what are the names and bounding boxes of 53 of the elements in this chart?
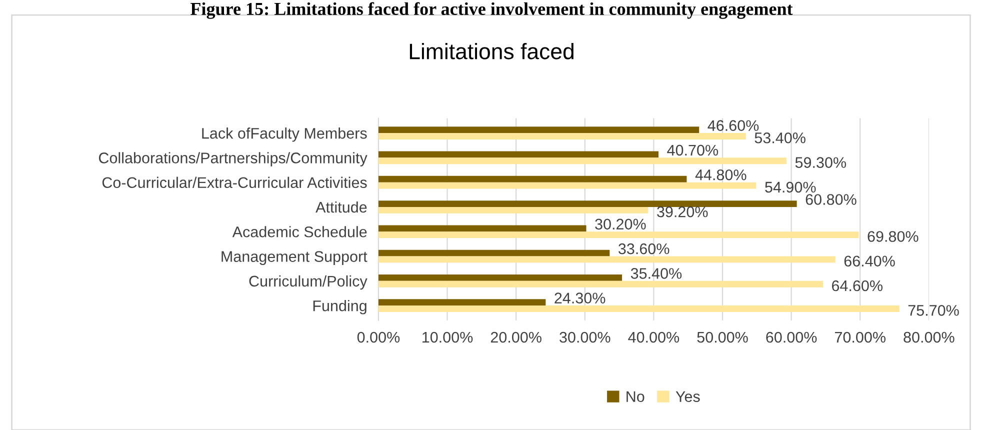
data-label: 40.70% [667, 144, 718, 156]
data-label: 54.90% [765, 182, 816, 193]
bar [378, 280, 823, 288]
legend-label: Yes [676, 391, 700, 402]
bar [378, 151, 659, 158]
y-tick-label: Curriculum/Policy [249, 275, 368, 290]
data-label: 53.40% [754, 132, 806, 144]
x-tick-label: 30.00% [560, 332, 610, 343]
y-tick-label: Lack ofFaculty Members [202, 128, 367, 142]
y-tick-label: Attitude [316, 201, 367, 213]
bar [378, 250, 610, 256]
data-label: 30.20% [595, 218, 646, 230]
bar [378, 206, 648, 214]
bar [378, 306, 900, 312]
data-label: 75.70% [908, 305, 959, 316]
caption: Figure 15: Limitations faced for active involvement in community engagement [190, 2, 793, 19]
data-label: 39.20% [657, 206, 708, 218]
data-label: 66.40% [844, 256, 895, 267]
bar [378, 133, 746, 140]
x-tick-label: 10.00% [422, 332, 473, 343]
bar [378, 182, 756, 189]
chart-title: Limitations faced [410, 43, 574, 60]
bar [378, 299, 546, 306]
x-tick-label: 0.00% [357, 332, 400, 343]
data-label: 44.80% [695, 169, 746, 180]
data-label: 64.60% [832, 280, 882, 292]
y-tick-label: Academic Schedule [232, 226, 367, 238]
data-label: 59.30% [795, 157, 846, 168]
bar [378, 274, 622, 281]
data-label: 35.40% [630, 268, 682, 279]
y-tick-label: Management Support [222, 251, 368, 265]
x-tick-label: 80.00% [904, 332, 954, 343]
y-tick-label: Co-Curricular/Extra-Curricular Activities [102, 176, 367, 188]
x-tick-label: 20.00% [490, 332, 542, 343]
data-label: 33.60% [618, 243, 670, 254]
y-tick-label: Collaborations/Partnerships/Community [98, 152, 368, 166]
bar [378, 232, 859, 238]
bar [378, 225, 586, 232]
data-label: 60.80% [806, 194, 856, 205]
bar [378, 176, 687, 182]
legend-label: No [626, 391, 644, 402]
x-tick-label: 60.00% [766, 332, 817, 343]
bar [378, 158, 786, 164]
data-label: 24.30% [554, 292, 606, 304]
bar [378, 126, 700, 134]
x-tick-label: 40.00% [628, 332, 680, 343]
x-tick-label: 70.00% [835, 332, 886, 343]
bar [378, 256, 836, 263]
data-label: 69.80% [868, 231, 918, 242]
data-label: 46.60% [708, 120, 759, 131]
x-tick-label: 50.00% [697, 332, 748, 343]
y-tick-label: Funding [313, 300, 366, 314]
bar [378, 200, 797, 207]
